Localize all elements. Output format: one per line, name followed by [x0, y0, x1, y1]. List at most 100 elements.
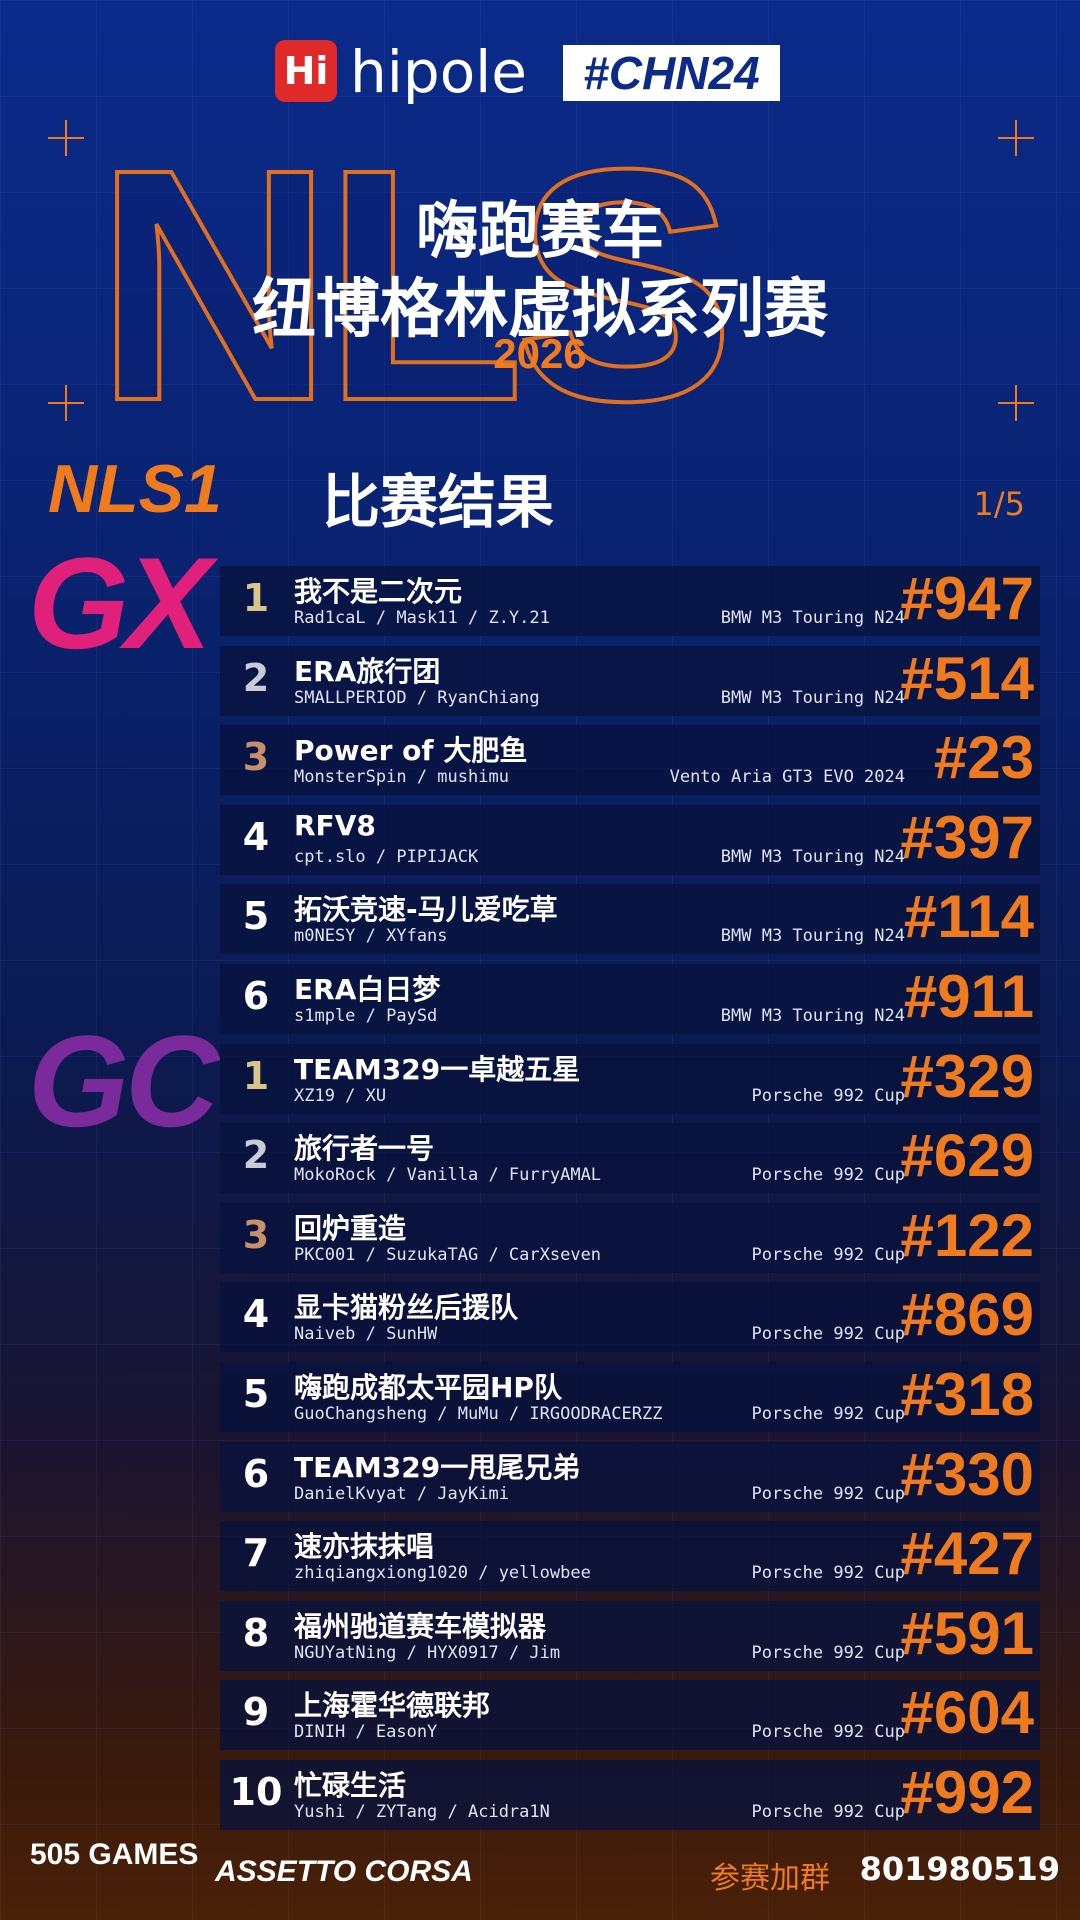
result-row: 1 TEAM329一卓越五星 XZ19 / XU Porsche 992 Cup #32… [220, 1042, 1040, 1114]
team-name: ERA白日梦 [294, 973, 441, 1006]
car-model: Porsche 992 Cup [751, 1722, 905, 1743]
car-model: BMW M3 Touring N24 [720, 926, 905, 947]
brand-icon: Hi [275, 40, 337, 102]
car-number: #330 [900, 1440, 1034, 1508]
position: 8 [242, 1610, 270, 1655]
result-row: 5 嗨跑成都太平园HP队 GuoChangsheng / MuMu / IRGOOD… [220, 1361, 1040, 1432]
team-name: TEAM329一卓越五星 [294, 1052, 581, 1086]
position: 1 [242, 1053, 270, 1098]
car-number: #514 [900, 644, 1034, 712]
position: 6 [242, 974, 270, 1018]
car-model: BMW M3 Touring N24 [720, 846, 905, 867]
drivers: DanielKvyat / JayKimi [294, 1483, 509, 1504]
team-name: 显卡猫粉丝后援队 [294, 1291, 519, 1325]
team-name: 嗨跑成都太平园HP队 [294, 1371, 562, 1404]
car-number: #947 [900, 565, 1034, 632]
title-line1: 嗨跑赛车 [415, 194, 664, 267]
team-name: 我不是二次元 [294, 575, 463, 608]
car-model: BMW M3 Touring N24 [720, 1006, 905, 1026]
join-label: 参赛加群 [710, 1861, 830, 1896]
car-number: #869 [900, 1281, 1034, 1349]
drivers: Yushi / ZYTang / Acidra1N [294, 1802, 550, 1822]
car-model: BMW M3 Touring N24 [720, 687, 905, 708]
team-name: TEAM329一甩尾兄弟 [294, 1450, 581, 1484]
crosshair [48, 120, 84, 156]
hashtag: #CHN24 [563, 45, 780, 101]
section-title: 比赛结果 [322, 468, 555, 536]
race-name: NLS1 [48, 451, 222, 527]
brand: hipole [350, 38, 527, 106]
crosshair [998, 385, 1034, 421]
page-indicator: 1/5 [973, 485, 1026, 523]
drivers: PKC001 / SuzukaTAG / CarXseven [294, 1244, 602, 1265]
result-row: 2 旅行者一号 MokoRock / Vanilla / FurryAMAL Pors… [220, 1122, 1040, 1194]
result-row: 2 ERA旅行团 SMALLPERIOD / RyanChiang BMW M3 To… [220, 644, 1040, 716]
result-row: 1 我不是二次元 Rad1caL / Mask11 / Z.Y.21 BMW M3 T… [220, 565, 1040, 636]
backdrop-letters: NLS [93, 100, 737, 469]
car-number: #122 [900, 1201, 1034, 1269]
position: 4 [242, 814, 270, 859]
drivers: GuoChangsheng / MuMu / IRGOODRACERZZ [294, 1404, 663, 1424]
car-model: Porsche 992 Cup [751, 1165, 905, 1186]
year: 2026 [493, 330, 587, 377]
position: 2 [242, 1133, 270, 1178]
result-row: 8 福州驰道赛车模拟器 NGUYatNing / HYX0917 / Jim Pors… [220, 1600, 1040, 1671]
drivers: NGUYatNing / HYX0917 / Jim [294, 1642, 561, 1663]
result-row: 5 拓沃竞速-马儿爱吃草 m0NESY / XYfans BMW M3 Touring… [220, 883, 1040, 955]
result-row: 6 ERA白日梦 s1mple / PaySd BMW M3 Touring N24 #… [220, 963, 1040, 1034]
drivers: SMALLPERIOD / RyanChiang [294, 687, 540, 708]
team-name: ERA旅行团 [294, 654, 441, 688]
car-model: Porsche 992 Cup [751, 1324, 905, 1345]
team-name: 拓沃竞速-马儿爱吃草 [294, 893, 558, 927]
position: 5 [242, 1372, 270, 1416]
team-name: RFV8 [294, 808, 376, 842]
position: 2 [242, 655, 270, 700]
game-logo: ASSETTO CORSA [215, 1855, 473, 1888]
class-label: GC [28, 1007, 219, 1154]
result-row: 3 Power of 大肥鱼 MonsterSpin / mushimu Vento … [220, 724, 1040, 796]
drivers: XZ19 / XU [294, 1085, 387, 1106]
result-row: 4 显卡猫粉丝后援队 Naiveb / SunHW Porsche 992 Cup #8… [220, 1281, 1040, 1353]
car-model: Porsche 992 Cup [751, 1085, 905, 1106]
team-name: 旅行者一号 [294, 1132, 435, 1166]
team-name: Power of 大肥鱼 [294, 734, 528, 768]
car-model: BMW M3 Touring N24 [720, 608, 905, 628]
crosshair [998, 120, 1034, 156]
drivers: m0NESY / XYfans [294, 926, 448, 947]
position: 4 [242, 1292, 270, 1337]
result-row: 4 RFV8 cpt.slo / PIPIJACK BMW M3 Touring N2… [220, 804, 1040, 875]
drivers: DINIH / EasonY [294, 1722, 438, 1743]
car-model: Porsche 992 Cup [751, 1404, 905, 1424]
team-name: 回炉重造 [294, 1211, 407, 1245]
position: 3 [242, 1212, 270, 1257]
title-line2: 纽博格林虚拟系列赛 [252, 273, 828, 347]
car-model: Vento Aria GT3 EVO 2024 [669, 767, 905, 788]
class-label: GX [28, 530, 212, 676]
result-row: 6 TEAM329一甩尾兄弟 DanielKvyat / JayKimi Porsch… [220, 1440, 1040, 1512]
position: 5 [242, 894, 270, 939]
drivers: MonsterSpin / mushimu [294, 767, 509, 788]
car-number: #427 [900, 1520, 1034, 1588]
crosshair [48, 385, 84, 421]
position: 10 [229, 1770, 283, 1814]
result-row: 10 忙碌生活 Yushi / ZYTang / Acidra1N Porsche 9… [220, 1759, 1040, 1830]
drivers: zhiqiangxiong1020 / yellowbee [294, 1563, 591, 1584]
drivers: s1mple / PaySd [294, 1006, 438, 1026]
car-number: #629 [900, 1122, 1034, 1190]
car-model: Porsche 992 Cup [751, 1802, 905, 1822]
drivers: MokoRock / Vanilla / FurryAMAL [294, 1165, 602, 1186]
car-model: Porsche 992 Cup [751, 1483, 905, 1504]
team-name: 福州驰道赛车模拟器 [294, 1609, 547, 1643]
position: 3 [242, 735, 270, 780]
car-model: Porsche 992 Cup [751, 1642, 905, 1663]
car-number: #329 [900, 1042, 1034, 1110]
result-row: 3 回炉重造 PKC001 / SuzukaTAG / CarXseven Porsc… [220, 1201, 1040, 1273]
car-number: #23 [933, 724, 1034, 792]
result-row: 7 速亦抹抹唱 zhiqiangxiong1020 / yellowbee Porsc… [220, 1520, 1040, 1592]
car-number: #114 [903, 883, 1034, 951]
group-id: 801980519 [859, 1850, 1060, 1888]
result-row: 9 上海霍华德联邦 DINIH / EasonY Porsche 992 Cup #60… [220, 1679, 1040, 1751]
car-model: Porsche 992 Cup [751, 1563, 905, 1584]
